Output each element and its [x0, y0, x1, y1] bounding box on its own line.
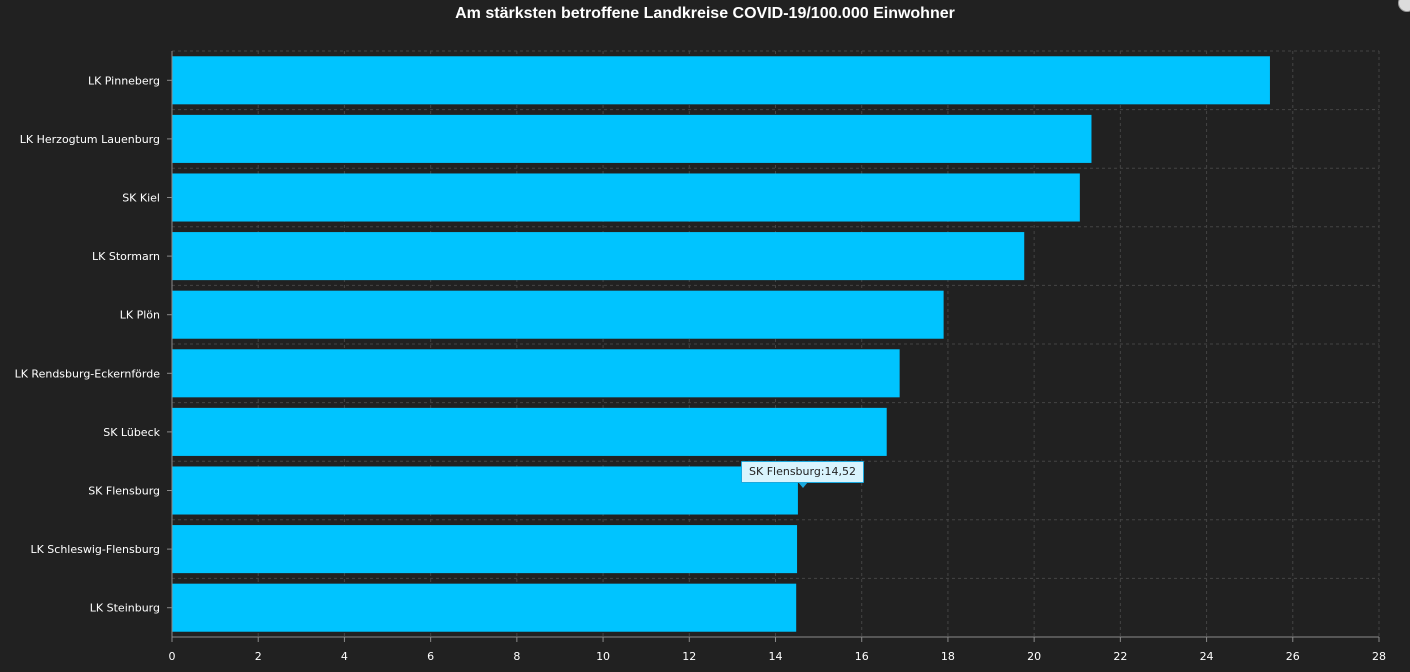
x-tick-label: 28 [1372, 650, 1386, 663]
category-label: SK Flensburg [88, 485, 160, 498]
bar[interactable] [172, 583, 797, 632]
bar[interactable] [172, 232, 1025, 281]
x-tick-label: 16 [855, 650, 869, 663]
x-tick-label: 10 [596, 650, 610, 663]
x-tick-label: 14 [769, 650, 783, 663]
category-label: LK Steinburg [90, 602, 160, 615]
category-label: SK Kiel [122, 192, 160, 205]
category-label: LK Schleswig-Flensburg [30, 543, 160, 556]
corner-menu-button[interactable] [1398, 0, 1410, 12]
x-tick-label: 18 [941, 650, 955, 663]
bar[interactable] [172, 56, 1270, 105]
bar[interactable] [172, 525, 798, 574]
category-label: LK Herzogtum Lauenburg [20, 133, 160, 146]
bar[interactable] [172, 114, 1092, 163]
tooltip-arrow [797, 482, 808, 488]
axes [167, 51, 1380, 642]
category-label: LK Stormarn [92, 250, 160, 263]
bar[interactable] [172, 173, 1080, 222]
bar[interactable] [172, 466, 798, 515]
bar[interactable] [172, 407, 887, 456]
tooltip-text: SK Flensburg:14,52 [749, 465, 857, 478]
x-tick-label: 20 [1027, 650, 1041, 663]
x-tick-label: 0 [169, 650, 176, 663]
category-label: SK Lübeck [103, 426, 160, 439]
bars [172, 56, 1270, 632]
x-tick-label: 2 [255, 650, 262, 663]
x-tick-label: 22 [1113, 650, 1127, 663]
x-tick-label: 6 [427, 650, 434, 663]
x-tick-label: 8 [513, 650, 520, 663]
x-tick-label: 12 [682, 650, 696, 663]
bar[interactable] [172, 290, 944, 339]
x-tick-label: 24 [1200, 650, 1214, 663]
bar-tooltip: SK Flensburg:14,52 [741, 461, 865, 488]
bar[interactable] [172, 349, 900, 398]
chart-title: Am stärksten betroffene Landkreise COVID… [455, 5, 955, 22]
category-label: LK Pinneberg [88, 74, 160, 87]
x-tick-label: 26 [1286, 650, 1300, 663]
x-tick-label: 4 [341, 650, 348, 663]
category-label: LK Plön [120, 309, 160, 322]
category-label: LK Rendsburg-Eckernförde [15, 367, 161, 380]
